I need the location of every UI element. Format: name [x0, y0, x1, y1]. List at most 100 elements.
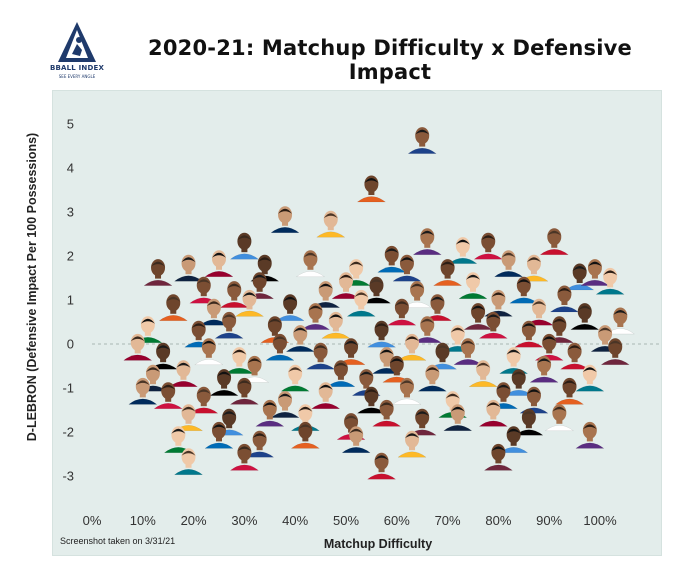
- player-headshot-point[interactable]: [397, 430, 427, 458]
- player-headshot-point[interactable]: [331, 272, 361, 300]
- player-headshot-point[interactable]: [173, 448, 204, 476]
- player-headshot-point[interactable]: [564, 263, 595, 291]
- player-headshot-point[interactable]: [361, 276, 392, 304]
- player-headshot-point[interactable]: [407, 127, 437, 154]
- player-headshot-point[interactable]: [209, 369, 239, 396]
- player-headshot-point[interactable]: [544, 404, 575, 432]
- player-headshot-point[interactable]: [199, 298, 229, 326]
- player-headshot-point[interactable]: [463, 303, 493, 330]
- player-headshot-point[interactable]: [554, 377, 585, 405]
- player-headshot-point[interactable]: [239, 355, 270, 383]
- player-headshot-point[interactable]: [443, 404, 473, 432]
- player-headshot-point[interactable]: [387, 298, 417, 326]
- player-headshot-point[interactable]: [575, 421, 605, 449]
- player-headshot-point[interactable]: [575, 364, 605, 392]
- player-headshot-point[interactable]: [255, 399, 285, 427]
- player-headshot-point[interactable]: [219, 281, 249, 308]
- player-headshot-point[interactable]: [275, 294, 305, 322]
- player-headshot-point[interactable]: [514, 320, 544, 348]
- player-headshot-point[interactable]: [483, 289, 514, 317]
- player-headshot-point[interactable]: [417, 364, 448, 392]
- player-headshot-point[interactable]: [229, 443, 260, 471]
- player-headshot-point[interactable]: [290, 421, 321, 449]
- player-headshot-point[interactable]: [580, 259, 610, 286]
- player-headshot-point[interactable]: [371, 347, 402, 374]
- player-headshot-point[interactable]: [412, 316, 443, 344]
- x-tick-label: 10%: [130, 513, 156, 528]
- player-headshot-point[interactable]: [270, 391, 300, 418]
- player-headshot-point[interactable]: [244, 430, 275, 458]
- x-tick-label: 30%: [231, 513, 257, 528]
- player-headshot-point[interactable]: [503, 369, 534, 396]
- player-headshot-point[interactable]: [468, 360, 498, 388]
- player-headshot-point[interactable]: [280, 364, 310, 392]
- x-tick-label: 100%: [583, 513, 617, 528]
- player-headshot-point[interactable]: [341, 426, 371, 454]
- player-headshot-point[interactable]: [498, 426, 529, 454]
- player-headshot-point[interactable]: [514, 408, 544, 436]
- player-headshot-point[interactable]: [478, 399, 509, 427]
- player-headshot-point[interactable]: [163, 426, 194, 454]
- player-headshot-point[interactable]: [366, 452, 397, 480]
- player-headshot-point[interactable]: [392, 377, 422, 405]
- player-headshot-point[interactable]: [509, 276, 539, 304]
- player-headshot-point[interactable]: [595, 267, 625, 295]
- x-tick-label: 50%: [333, 513, 359, 528]
- player-headshot-point[interactable]: [143, 259, 173, 286]
- player-headshot-point[interactable]: [371, 399, 402, 427]
- player-headshot-point[interactable]: [605, 307, 636, 335]
- player-headshot-point[interactable]: [473, 232, 503, 260]
- player-headshot-point[interactable]: [229, 232, 260, 260]
- player-headshot-point[interactable]: [529, 355, 559, 383]
- player-headshot-point[interactable]: [270, 206, 300, 234]
- y-tick-label: 4: [67, 161, 74, 176]
- player-headshot-point[interactable]: [458, 272, 488, 300]
- player-headshot-point[interactable]: [153, 382, 183, 410]
- player-headshot-point[interactable]: [234, 289, 265, 317]
- player-headshot-point[interactable]: [478, 311, 509, 339]
- player-headshot-point[interactable]: [158, 294, 189, 322]
- player-headshot-point[interactable]: [397, 333, 427, 361]
- player-headshot-point[interactable]: [559, 342, 590, 370]
- player-headshot-point[interactable]: [122, 333, 153, 361]
- player-headshot-point[interactable]: [432, 259, 463, 286]
- player-headshot-point[interactable]: [498, 347, 529, 374]
- player-headshot-point[interactable]: [346, 289, 376, 317]
- player-headshot-point[interactable]: [534, 333, 564, 361]
- player-headshot-point[interactable]: [493, 250, 524, 278]
- y-tick-label: -2: [62, 425, 74, 440]
- player-headshot-point[interactable]: [305, 342, 336, 370]
- player-headshot-point[interactable]: [549, 285, 580, 313]
- player-headshot-point[interactable]: [300, 303, 331, 330]
- x-axis-label: Matchup Difficulty: [323, 537, 433, 551]
- player-headshot-point[interactable]: [214, 311, 244, 339]
- player-headshot-point[interactable]: [194, 338, 224, 366]
- player-headshot-point[interactable]: [128, 377, 158, 405]
- player-headshot-point[interactable]: [316, 210, 346, 238]
- player-headshot-point[interactable]: [265, 333, 295, 361]
- player-headshot-point[interactable]: [366, 320, 397, 348]
- player-headshot-point[interactable]: [356, 386, 387, 414]
- player-headshot-point[interactable]: [321, 311, 351, 339]
- player-headshot-point[interactable]: [412, 228, 443, 256]
- player-headshot-point[interactable]: [336, 338, 366, 366]
- player-headshot-point[interactable]: [204, 250, 234, 278]
- player-headshot-point[interactable]: [402, 281, 432, 308]
- player-headshot-point[interactable]: [229, 377, 260, 405]
- player-headshot-point[interactable]: [483, 443, 514, 471]
- player-headshot-point[interactable]: [295, 250, 326, 278]
- player-headshot-point[interactable]: [173, 254, 204, 282]
- player-headshot-point[interactable]: [600, 338, 630, 366]
- player-headshot-point[interactable]: [448, 237, 478, 264]
- player-headshot-point[interactable]: [168, 360, 199, 388]
- player-headshot-point[interactable]: [392, 254, 422, 282]
- player-headshot-point[interactable]: [204, 421, 234, 449]
- x-tick-label: 70%: [435, 513, 461, 528]
- player-headshot-point[interactable]: [453, 338, 483, 366]
- player-headshot-point[interactable]: [539, 228, 570, 256]
- y-axis-label: D-LEBRON (Defensive Impact Per 100 Posse…: [25, 132, 39, 442]
- player-headshot-point[interactable]: [356, 175, 387, 203]
- player-headshot-point[interactable]: [570, 303, 600, 330]
- player-headshot-point[interactable]: [326, 360, 356, 388]
- player-headshot-point[interactable]: [310, 382, 341, 410]
